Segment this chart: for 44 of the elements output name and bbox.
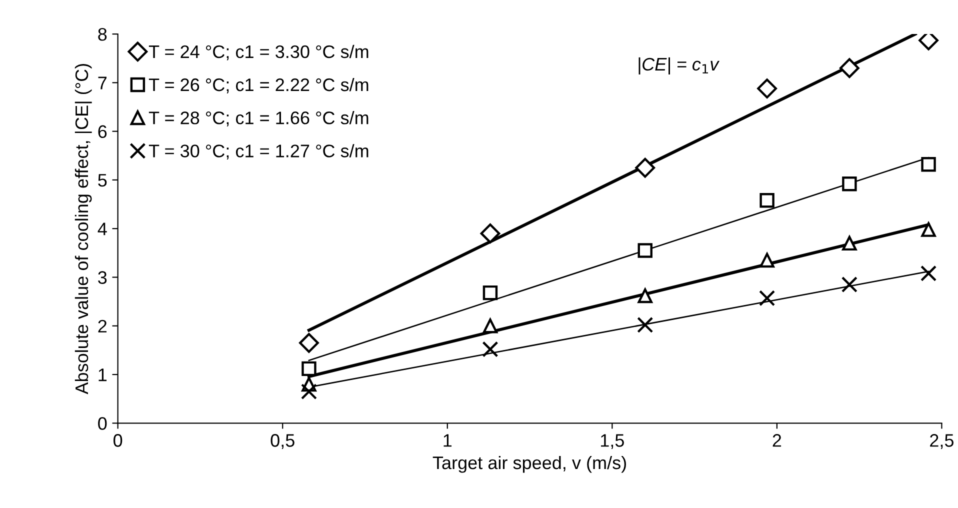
point xyxy=(637,316,654,333)
point xyxy=(920,265,937,282)
point xyxy=(757,78,777,98)
y-tick-label: 5 xyxy=(98,174,107,187)
point xyxy=(839,58,860,78)
y-tick-label: 3 xyxy=(98,271,107,284)
point xyxy=(300,383,318,400)
y-tick-label: 0 xyxy=(98,417,107,430)
y-tick-label: 7 xyxy=(98,76,107,90)
x-tick-label: 1,5 xyxy=(600,434,624,449)
x-tick-label: 0,5 xyxy=(270,434,294,449)
point xyxy=(921,222,936,237)
x-axis-title: Target air speed, v (m/s) xyxy=(432,456,626,473)
y-tick-label: 4 xyxy=(98,222,107,236)
point xyxy=(299,332,319,353)
point xyxy=(482,341,498,358)
legend-label: T = 30 °C; c1 = 1.27 °C s/m xyxy=(148,144,368,160)
point xyxy=(842,236,857,251)
y-tick-label: 1 xyxy=(98,368,107,382)
point xyxy=(302,361,316,376)
point xyxy=(482,285,498,300)
point xyxy=(758,290,776,306)
x-tick-label: 0 xyxy=(114,434,122,447)
point xyxy=(482,318,498,334)
annotation: |CE| = c$_{1}$v xyxy=(638,57,720,74)
y-axis-title: Absolute value of cooling effect, |CE| (°C) xyxy=(74,64,92,394)
point xyxy=(480,224,500,244)
point xyxy=(760,252,774,268)
point xyxy=(842,176,857,192)
point xyxy=(921,157,936,172)
legend-label: T = 28 °C; c1 = 1.66 °C s/m xyxy=(148,111,368,126)
y-tick-label: 8 xyxy=(98,28,107,41)
point xyxy=(760,193,774,208)
point xyxy=(638,288,652,304)
y-tick-label: 6 xyxy=(98,125,107,138)
legend-label: T = 26 °C; c1 = 2.22 °C s/m xyxy=(148,78,368,94)
point xyxy=(841,276,858,293)
legend-label: T = 24 °C; c1 = 3.30 °C s/m xyxy=(148,44,368,60)
x-tick-label: 2,5 xyxy=(930,434,954,449)
y-tick-label: 2 xyxy=(98,320,107,332)
x-tick-label: 1 xyxy=(444,434,452,447)
point xyxy=(635,158,656,178)
point xyxy=(638,243,652,258)
x-tick-label: 2 xyxy=(772,434,782,447)
